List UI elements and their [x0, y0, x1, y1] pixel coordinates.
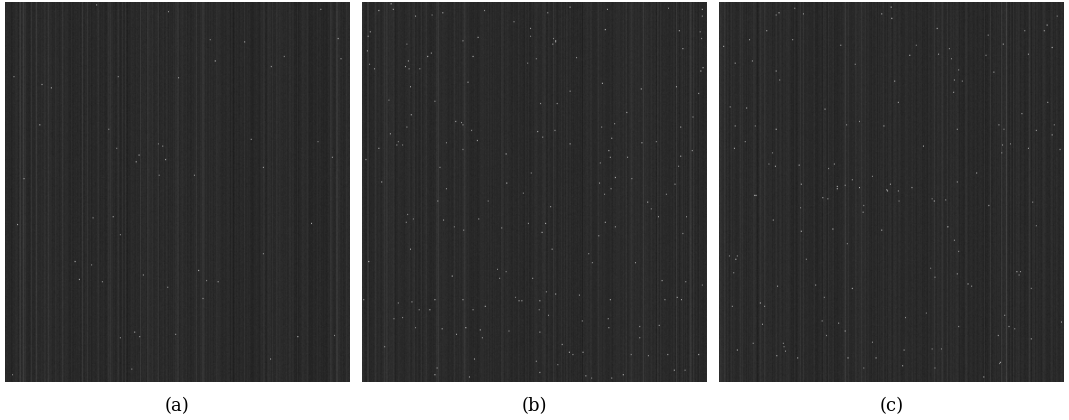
Text: (c): (c) [880, 397, 903, 415]
Text: (b): (b) [522, 397, 547, 415]
Text: (a): (a) [165, 397, 190, 415]
